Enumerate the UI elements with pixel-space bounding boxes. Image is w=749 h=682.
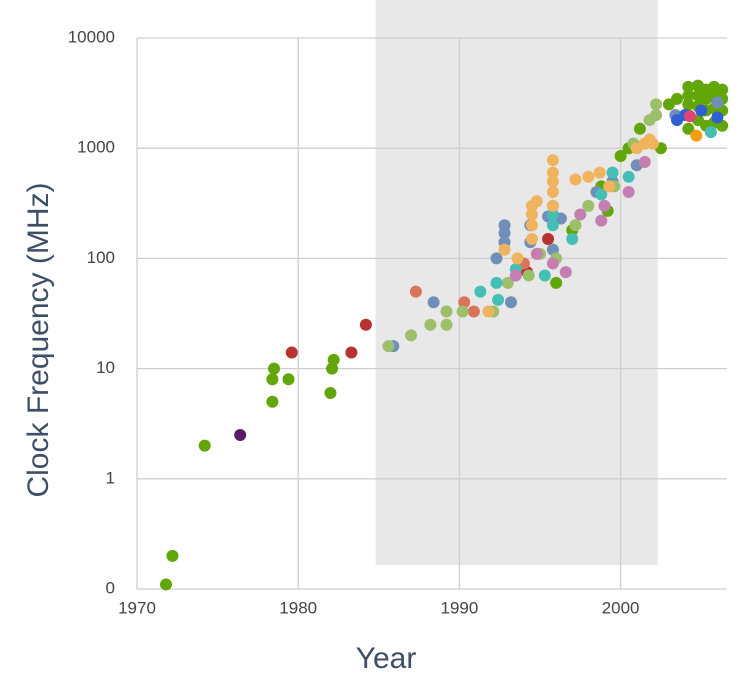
data-point xyxy=(498,243,511,256)
data-point xyxy=(566,232,579,245)
shaded-span xyxy=(375,0,658,565)
data-point xyxy=(327,353,340,366)
data-point xyxy=(603,180,616,193)
data-point xyxy=(682,89,695,102)
x-tick-label: 1980 xyxy=(279,598,317,617)
data-point xyxy=(525,208,538,221)
data-point xyxy=(530,247,543,260)
y-tick-label: 10000 xyxy=(68,27,115,46)
data-point xyxy=(593,166,606,179)
data-point xyxy=(266,395,279,408)
data-point xyxy=(504,296,517,309)
data-point xyxy=(546,175,559,188)
data-point xyxy=(405,329,418,342)
data-point xyxy=(682,122,695,135)
data-point xyxy=(282,373,295,386)
data-point xyxy=(509,269,522,282)
data-point xyxy=(427,296,440,309)
y-tick-label: 1 xyxy=(106,468,115,487)
data-point xyxy=(424,318,437,331)
data-point xyxy=(550,276,563,289)
data-point xyxy=(569,219,582,232)
x-tick-label: 1970 xyxy=(118,598,156,617)
y-tick-label: 10 xyxy=(96,358,115,377)
data-point xyxy=(574,208,587,221)
data-point xyxy=(546,219,559,232)
data-point xyxy=(440,318,453,331)
data-point xyxy=(716,83,729,96)
data-point xyxy=(546,257,559,270)
y-tick-label: 0 xyxy=(106,578,115,597)
data-point xyxy=(382,340,395,353)
data-point xyxy=(498,227,511,240)
data-point xyxy=(704,126,717,139)
data-point xyxy=(569,173,582,186)
x-tick-label: 2000 xyxy=(602,598,640,617)
y-axis-title: Clock Frequency (MHz) xyxy=(22,182,55,497)
data-point xyxy=(160,578,173,591)
data-point xyxy=(595,188,608,201)
data-point xyxy=(456,305,469,318)
data-point xyxy=(501,276,514,289)
data-point xyxy=(671,92,684,105)
y-tick-label: 100 xyxy=(87,248,115,267)
data-point xyxy=(530,195,543,208)
data-point xyxy=(633,122,646,135)
data-point xyxy=(546,208,559,221)
data-point xyxy=(525,232,538,245)
data-point xyxy=(711,111,724,124)
data-point xyxy=(695,104,708,117)
data-point xyxy=(646,137,659,150)
data-point xyxy=(474,285,487,298)
data-point xyxy=(166,549,179,562)
data-point xyxy=(234,428,247,441)
data-point xyxy=(683,110,696,123)
data-point xyxy=(542,232,555,245)
data-point xyxy=(690,129,703,142)
data-point xyxy=(268,362,281,375)
data-point xyxy=(546,154,559,167)
data-point xyxy=(285,346,298,359)
data-point xyxy=(598,199,611,212)
data-point xyxy=(266,373,279,386)
data-point xyxy=(622,186,635,199)
data-point xyxy=(682,80,695,93)
data-point xyxy=(582,170,595,183)
data-point xyxy=(650,98,663,111)
data-point xyxy=(458,296,471,309)
x-tick-label: 1990 xyxy=(440,598,478,617)
data-point xyxy=(490,276,503,289)
data-point xyxy=(546,199,559,212)
data-point xyxy=(492,293,505,306)
data-point xyxy=(682,98,695,111)
data-point xyxy=(511,252,524,265)
data-point xyxy=(198,439,211,452)
data-point xyxy=(324,387,337,400)
data-point xyxy=(638,155,651,168)
data-point xyxy=(595,214,608,227)
data-point xyxy=(711,96,724,109)
data-point xyxy=(606,166,619,179)
data-point xyxy=(582,199,595,212)
data-point xyxy=(525,219,538,232)
data-point xyxy=(522,269,535,282)
data-point xyxy=(467,305,480,318)
x-axis-title: Year xyxy=(356,642,417,675)
data-point xyxy=(559,266,572,279)
data-point xyxy=(409,285,422,298)
data-point xyxy=(345,346,358,359)
y-tick-label: 1000 xyxy=(77,138,115,157)
data-point xyxy=(546,186,559,199)
data-point xyxy=(546,166,559,179)
data-point xyxy=(482,305,495,318)
data-point xyxy=(359,318,372,331)
data-point xyxy=(643,114,656,127)
data-point xyxy=(490,252,503,265)
data-point xyxy=(614,149,627,162)
data-point xyxy=(622,170,635,183)
data-point xyxy=(538,269,551,282)
data-point xyxy=(440,305,453,318)
